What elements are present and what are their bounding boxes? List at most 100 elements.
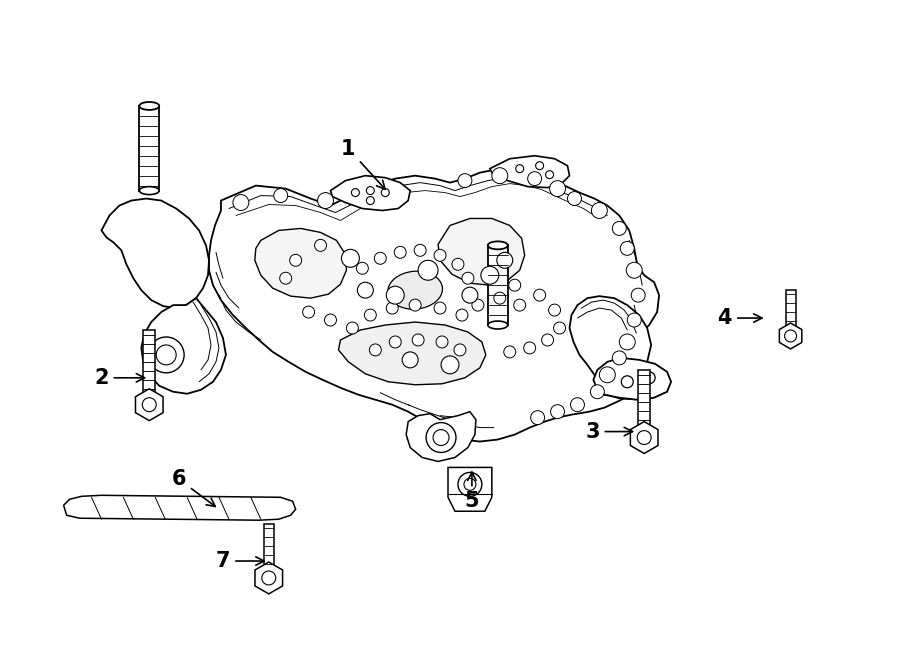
Polygon shape [64, 495, 296, 520]
Polygon shape [140, 106, 159, 191]
Circle shape [631, 288, 645, 302]
Circle shape [627, 313, 641, 327]
Polygon shape [102, 199, 209, 308]
Circle shape [357, 282, 374, 298]
Circle shape [412, 334, 424, 346]
Circle shape [366, 197, 374, 205]
Circle shape [433, 430, 449, 446]
Circle shape [341, 250, 359, 267]
Text: 5: 5 [464, 472, 479, 511]
Polygon shape [255, 228, 346, 298]
Circle shape [621, 376, 634, 388]
Circle shape [394, 246, 406, 258]
Circle shape [554, 322, 565, 334]
Polygon shape [406, 412, 476, 461]
Polygon shape [209, 169, 659, 442]
Circle shape [148, 337, 184, 373]
Circle shape [382, 189, 390, 197]
Circle shape [620, 242, 634, 256]
Circle shape [785, 330, 796, 342]
Circle shape [527, 171, 542, 185]
Circle shape [531, 410, 544, 424]
Circle shape [402, 352, 418, 368]
Circle shape [612, 222, 626, 236]
Circle shape [452, 258, 464, 270]
Circle shape [542, 334, 554, 346]
Circle shape [481, 266, 499, 284]
Circle shape [626, 262, 643, 278]
Circle shape [549, 304, 561, 316]
Circle shape [436, 336, 448, 348]
Circle shape [599, 367, 616, 383]
Circle shape [536, 162, 544, 169]
Circle shape [356, 262, 368, 274]
Text: 7: 7 [216, 551, 264, 571]
Text: 4: 4 [717, 308, 762, 328]
Circle shape [426, 422, 456, 453]
Circle shape [290, 254, 302, 266]
Polygon shape [490, 156, 570, 187]
Circle shape [545, 171, 554, 179]
Circle shape [590, 385, 604, 399]
Ellipse shape [140, 102, 159, 110]
Circle shape [619, 334, 635, 350]
Circle shape [550, 181, 565, 197]
Polygon shape [448, 467, 491, 511]
Circle shape [524, 342, 536, 354]
Circle shape [274, 189, 288, 203]
Circle shape [410, 299, 421, 311]
Circle shape [464, 479, 476, 491]
Polygon shape [638, 370, 650, 428]
Text: 6: 6 [172, 469, 215, 506]
Circle shape [568, 191, 581, 205]
Circle shape [591, 203, 608, 218]
Circle shape [157, 345, 176, 365]
Circle shape [364, 309, 376, 321]
Circle shape [441, 356, 459, 374]
Text: 3: 3 [585, 422, 633, 442]
Polygon shape [264, 524, 274, 567]
Circle shape [458, 173, 472, 187]
Polygon shape [143, 330, 155, 393]
Polygon shape [141, 298, 226, 394]
Circle shape [551, 404, 564, 418]
Polygon shape [570, 296, 652, 395]
Text: 1: 1 [341, 139, 385, 189]
Circle shape [462, 272, 474, 284]
Circle shape [497, 252, 513, 268]
Circle shape [366, 187, 374, 195]
Circle shape [262, 571, 275, 585]
Circle shape [414, 244, 426, 256]
Circle shape [280, 272, 292, 284]
Circle shape [434, 250, 446, 261]
Circle shape [418, 260, 438, 280]
Circle shape [374, 252, 386, 264]
Ellipse shape [488, 242, 508, 250]
Polygon shape [786, 290, 796, 327]
Circle shape [516, 165, 524, 173]
Circle shape [504, 346, 516, 358]
Circle shape [315, 240, 327, 252]
Circle shape [514, 299, 526, 311]
Polygon shape [488, 246, 508, 325]
Circle shape [637, 430, 652, 444]
Polygon shape [593, 358, 671, 400]
Circle shape [462, 287, 478, 303]
Polygon shape [338, 322, 486, 385]
Ellipse shape [488, 321, 508, 329]
Circle shape [571, 398, 584, 412]
Circle shape [454, 344, 466, 356]
Circle shape [612, 351, 626, 365]
Ellipse shape [140, 187, 159, 195]
Circle shape [318, 193, 334, 209]
Circle shape [142, 398, 157, 412]
Circle shape [325, 314, 337, 326]
Ellipse shape [388, 271, 443, 309]
Polygon shape [438, 218, 525, 285]
Circle shape [369, 344, 382, 356]
Circle shape [233, 195, 248, 211]
Circle shape [351, 189, 359, 197]
Circle shape [434, 302, 446, 314]
Circle shape [346, 322, 358, 334]
Circle shape [491, 167, 508, 183]
